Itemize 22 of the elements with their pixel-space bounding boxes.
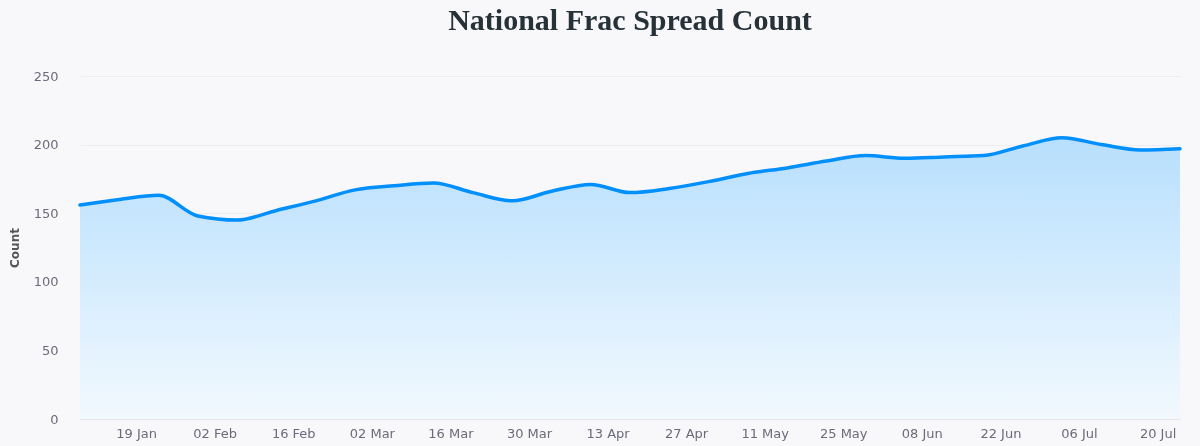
y-tick-label: 200 xyxy=(33,137,59,153)
x-tick-label: 27 Apr xyxy=(665,425,709,441)
x-tick-label: 25 May xyxy=(819,425,868,441)
y-tick-label: 150 xyxy=(33,205,59,221)
chart-title: National Frac Spread Count xyxy=(448,3,812,36)
x-tick-label: 11 May xyxy=(741,425,790,441)
x-tick-label: 20 Jul xyxy=(1139,425,1177,441)
x-tick-label: 30 Mar xyxy=(506,425,553,441)
y-tick-label: 100 xyxy=(33,274,59,290)
x-tick-label: 19 Jan xyxy=(116,425,157,441)
x-tick-label: 06 Jul xyxy=(1061,425,1098,441)
x-tick-label: 16 Mar xyxy=(428,425,475,441)
x-tick-label: 16 Feb xyxy=(271,425,316,441)
y-tick-label: 250 xyxy=(33,68,59,84)
x-tick-label: 13 Apr xyxy=(586,425,631,441)
y-axis-title: Count xyxy=(7,227,22,268)
x-tick-label: 22 Jun xyxy=(980,425,1022,441)
x-tick-label: 02 Mar xyxy=(349,425,396,441)
y-tick-label: 50 xyxy=(41,342,59,358)
x-tick-label: 08 Jun xyxy=(901,425,943,441)
x-tick-label: 02 Feb xyxy=(193,425,238,441)
y-tick-label: 0 xyxy=(50,411,59,427)
